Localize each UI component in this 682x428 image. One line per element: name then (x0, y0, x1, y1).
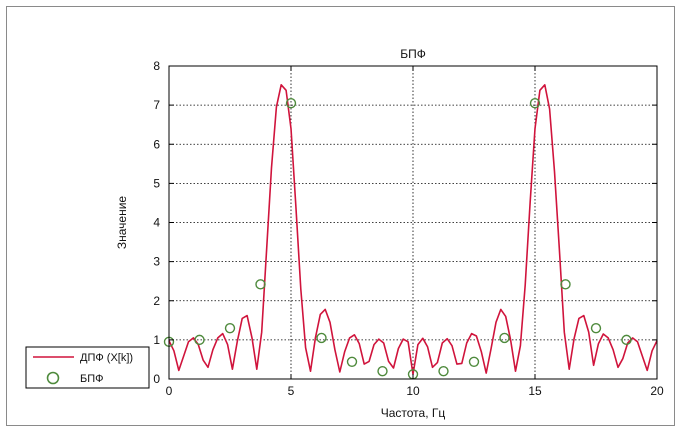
series-line-dft (168, 84, 658, 376)
fft-point (194, 334, 205, 346)
x-tick-label: 15 (528, 384, 542, 398)
y-tick-label: 6 (153, 137, 160, 151)
y-axis-label: Значение (115, 196, 129, 250)
y-tick-label: 0 (153, 372, 160, 386)
y-tick-label: 3 (153, 255, 160, 269)
x-tick-label: 0 (166, 384, 173, 398)
fft-point (438, 365, 449, 377)
y-tick-label: 1 (153, 333, 160, 347)
fft-point (377, 365, 388, 377)
fft-point (316, 332, 327, 344)
x-axis-label: Частота, Гц (381, 406, 446, 420)
legend-box (25, 346, 150, 389)
x-tick-label: 10 (406, 384, 420, 398)
fft-point (285, 97, 297, 109)
legend-marker-sample (46, 371, 60, 385)
legend-label-fft: БПФ (80, 373, 104, 385)
series-layer (163, 84, 658, 380)
chart-title: БПФ (400, 47, 426, 61)
fft-point (560, 279, 571, 290)
y-tick-label: 8 (153, 59, 160, 73)
y-tick-label: 2 (153, 294, 160, 308)
x-tick-label: 5 (288, 384, 295, 398)
fft-point (529, 97, 541, 109)
fft-point (224, 322, 236, 334)
y-tick-label: 5 (153, 176, 160, 190)
fft-point (590, 322, 602, 334)
y-tick-label: 4 (153, 216, 160, 230)
ticks: 0 5 10 15 20 0 1 2 3 4 5 6 7 8 (153, 59, 664, 398)
fft-point (621, 334, 632, 346)
y-tick-label: 7 (153, 98, 160, 112)
fft-point (468, 356, 480, 367)
x-tick-label: 20 (650, 384, 664, 398)
fft-point (255, 279, 266, 290)
fft-point (499, 332, 510, 344)
fft-point (346, 356, 358, 367)
legend-label-dft: ДПФ (X[k]) (80, 352, 133, 364)
grid (169, 66, 657, 379)
legend: ДПФ (X[k]) БПФ (25, 346, 150, 389)
